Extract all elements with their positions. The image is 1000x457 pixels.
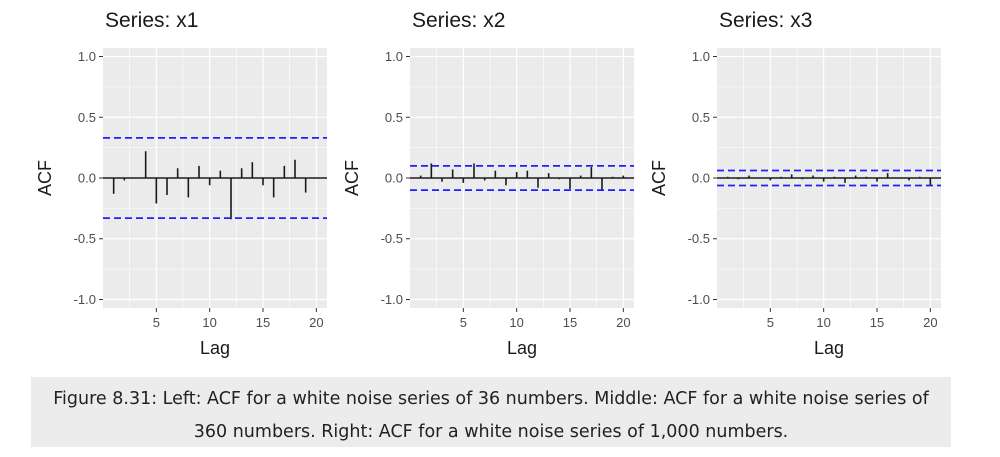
chart-title: Series: x2 <box>412 9 505 32</box>
y-tick-label: -1.0 <box>688 292 710 307</box>
y-tick-label: 0.0 <box>692 171 710 186</box>
y-tick-label: 0.0 <box>78 171 96 186</box>
x-tick-label: 5 <box>153 315 160 330</box>
y-axis-label: ACF <box>342 160 362 196</box>
x-tick-label: 20 <box>923 315 937 330</box>
x-tick-label: 20 <box>309 315 323 330</box>
y-tick-label: 0.5 <box>385 110 403 125</box>
x-tick-label: 10 <box>509 315 523 330</box>
chart-title: Series: x1 <box>105 9 198 32</box>
acf-figure: 1.0 0.5 0.0 -0.5 -1.0 5 10 15 20 Series: x1 Lag ACF… <box>35 9 941 358</box>
y-tick-label: 1.0 <box>78 49 96 64</box>
x-tick-label: 15 <box>870 315 884 330</box>
x-axis-label: Lag <box>507 338 537 358</box>
x-tick-label: 15 <box>256 315 270 330</box>
figure-caption: Figure 8.31: Left: ACF for a white noise… <box>31 377 951 447</box>
y-axis-label: ACF <box>649 160 669 196</box>
acf-panel-2: 1.0 0.5 0.0 -0.5 -1.0 5 10 15 20 Series: x2 Lag ACF <box>342 9 634 358</box>
x-tick-label: 10 <box>816 315 830 330</box>
chart-title: Series: x3 <box>719 9 812 32</box>
caption-text: Figure 8.31: Left: ACF for a white noise… <box>53 389 929 442</box>
y-tick-label: 0.5 <box>692 110 710 125</box>
x-tick-label: 20 <box>616 315 630 330</box>
x-axis-label: Lag <box>814 338 844 358</box>
y-tick-label: -0.5 <box>381 231 403 246</box>
x-axis-label: Lag <box>200 338 230 358</box>
x-tick-label: 10 <box>202 315 216 330</box>
y-tick-label: -1.0 <box>381 292 403 307</box>
x-tick-label: 15 <box>563 315 577 330</box>
y-tick-label: -1.0 <box>74 292 96 307</box>
y-tick-label: 0.5 <box>78 110 96 125</box>
y-tick-label: 1.0 <box>385 49 403 64</box>
acf-panel-3: 1.0 0.5 0.0 -0.5 -1.0 5 10 15 20 Series: x3 Lag ACF <box>649 9 941 358</box>
y-axis-label: ACF <box>35 160 55 196</box>
y-tick-label: -0.5 <box>74 231 96 246</box>
y-tick-label: 1.0 <box>692 49 710 64</box>
x-tick-label: 5 <box>767 315 774 330</box>
y-tick-label: -0.5 <box>688 231 710 246</box>
y-tick-label: 0.0 <box>385 171 403 186</box>
acf-panel-1: 1.0 0.5 0.0 -0.5 -1.0 5 10 15 20 Series: x1 Lag ACF <box>35 9 327 358</box>
x-tick-label: 5 <box>460 315 467 330</box>
